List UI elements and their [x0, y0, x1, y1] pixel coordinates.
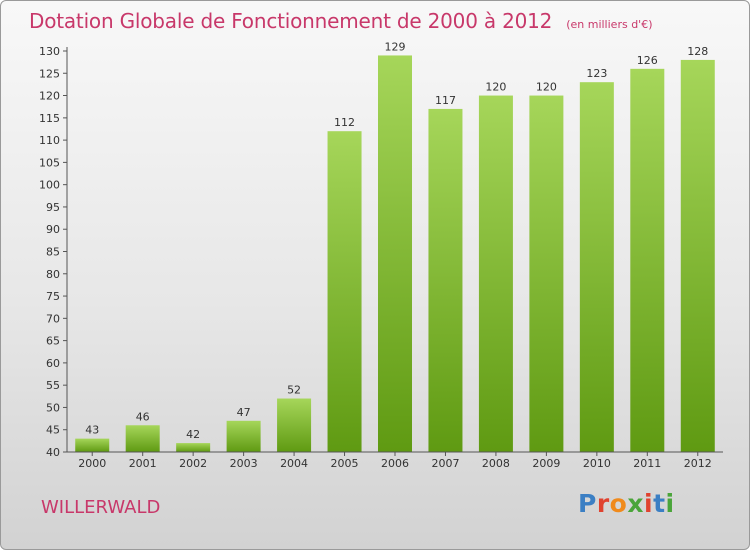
- bar-value-label: 112: [334, 116, 355, 129]
- y-tick-label: 60: [46, 357, 60, 370]
- bar-value-label: 47: [237, 406, 251, 419]
- bar: [327, 131, 362, 452]
- bar: [125, 425, 160, 452]
- y-tick-label: 75: [46, 290, 60, 303]
- proxiti-logo: Proxiti: [578, 489, 675, 518]
- x-tick-label: 2007: [431, 457, 459, 470]
- bar-value-label: 120: [485, 81, 506, 94]
- x-tick-label: 2002: [179, 457, 207, 470]
- bar: [680, 59, 715, 453]
- y-tick-label: 125: [39, 67, 60, 80]
- logo-letter: P: [578, 489, 597, 518]
- bar-value-label: 46: [136, 410, 150, 423]
- bar: [176, 443, 211, 452]
- bars: 43 46 42 47 52 112 129 117 120 120 123 126 128: [75, 40, 715, 453]
- y-tick-label: 70: [46, 312, 60, 325]
- y-tick-label: 55: [46, 379, 60, 392]
- y-tick-label: 130: [39, 45, 60, 58]
- x-tick-label: 2012: [684, 457, 712, 470]
- bar-value-label: 129: [385, 40, 406, 53]
- y-tick-label: 80: [46, 268, 60, 281]
- y-tick-label: 120: [39, 90, 60, 103]
- logo-letter: i: [665, 489, 675, 518]
- y-tick-label: 105: [39, 156, 60, 169]
- bar-value-label: 52: [287, 384, 301, 397]
- bar-value-label: 123: [586, 67, 607, 80]
- y-tick-label: 115: [39, 112, 60, 125]
- logo-letter: t: [653, 489, 666, 518]
- bar: [277, 398, 312, 452]
- x-tick-label: 2001: [129, 457, 157, 470]
- x-tick-label: 2011: [633, 457, 661, 470]
- y-tick-label: 100: [39, 179, 60, 192]
- x-tick-label: 2003: [230, 457, 258, 470]
- y-tick-label: 50: [46, 401, 60, 414]
- x-tick-label: 2004: [280, 457, 308, 470]
- bar-value-label: 117: [435, 94, 456, 107]
- y-tick-label: 110: [39, 134, 60, 147]
- chart-title-text: Dotation Globale de Fonctionnement de 20…: [29, 9, 553, 33]
- chart-title: Dotation Globale de Fonctionnement de 20…: [29, 9, 652, 33]
- bar: [378, 55, 412, 452]
- bar: [226, 420, 261, 452]
- x-tick-label: 2010: [583, 457, 611, 470]
- x-tick-label: 2006: [381, 457, 409, 470]
- y-tick-label: 45: [46, 424, 60, 437]
- x-axis: 2000 2001 2002 2003 2004 2005 2006 2007 2008 2009…: [67, 451, 723, 470]
- bar: [579, 82, 614, 452]
- x-tick-label: 2005: [331, 457, 359, 470]
- y-tick-label: 65: [46, 335, 60, 348]
- x-tick-label: 2000: [78, 457, 106, 470]
- y-tick-label: 40: [46, 446, 60, 459]
- bar-value-label: 43: [85, 424, 99, 437]
- bar-value-label: 120: [536, 81, 557, 94]
- logo-letter: r: [596, 489, 610, 518]
- x-tick-label: 2008: [482, 457, 510, 470]
- bar: [630, 68, 665, 453]
- y-tick-label: 90: [46, 223, 60, 236]
- x-tick-label: 2009: [532, 457, 560, 470]
- y-tick-label: 85: [46, 246, 60, 259]
- bar: [428, 108, 463, 452]
- place-name: WILLERWALD: [41, 497, 161, 518]
- bar-value-label: 42: [186, 428, 200, 441]
- bar-value-label: 128: [687, 45, 708, 58]
- logo-letter: o: [609, 489, 628, 518]
- bar: [478, 95, 513, 453]
- bar-value-label: 126: [637, 54, 658, 67]
- chart-subtitle: (en milliers d'€): [566, 18, 653, 31]
- y-tick-label: 95: [46, 201, 60, 214]
- bar: [529, 95, 564, 453]
- y-axis: 40 45 50 55 60 65 70 75 80 85 90 95 100 105 110 115 120 1…: [39, 45, 68, 459]
- bar: [75, 438, 110, 452]
- logo-letter: x: [627, 489, 644, 518]
- logo-letter: i: [644, 489, 654, 518]
